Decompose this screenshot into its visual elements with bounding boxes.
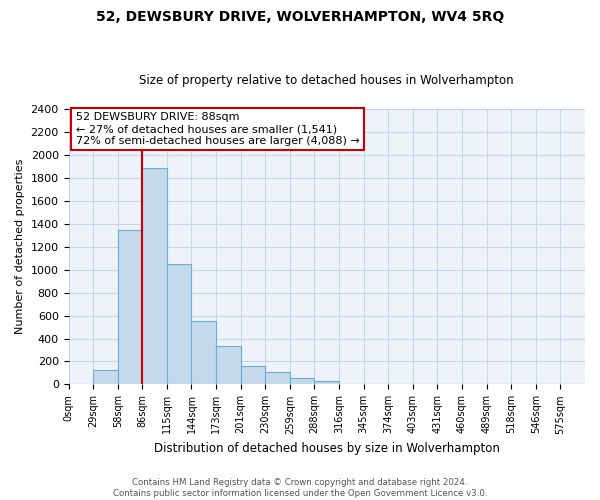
Text: 52, DEWSBURY DRIVE, WOLVERHAMPTON, WV4 5RQ: 52, DEWSBURY DRIVE, WOLVERHAMPTON, WV4 5…	[96, 10, 504, 24]
Bar	[216, 346, 241, 385]
Bar	[191, 322, 216, 384]
X-axis label: Distribution of detached houses by size in Wolverhampton: Distribution of detached houses by size …	[154, 442, 500, 455]
Text: 52 DEWSBURY DRIVE: 88sqm
← 27% of detached houses are smaller (1,541)
72% of sem: 52 DEWSBURY DRIVE: 88sqm ← 27% of detach…	[76, 112, 359, 146]
Bar	[241, 366, 265, 384]
Bar	[265, 372, 290, 384]
Bar	[118, 230, 142, 384]
Bar	[290, 378, 314, 384]
Text: Contains HM Land Registry data © Crown copyright and database right 2024.
Contai: Contains HM Land Registry data © Crown c…	[113, 478, 487, 498]
Bar	[93, 370, 118, 384]
Y-axis label: Number of detached properties: Number of detached properties	[15, 159, 25, 334]
Bar	[167, 264, 191, 384]
Bar	[142, 168, 167, 384]
Title: Size of property relative to detached houses in Wolverhampton: Size of property relative to detached ho…	[139, 74, 514, 87]
Bar	[314, 381, 339, 384]
